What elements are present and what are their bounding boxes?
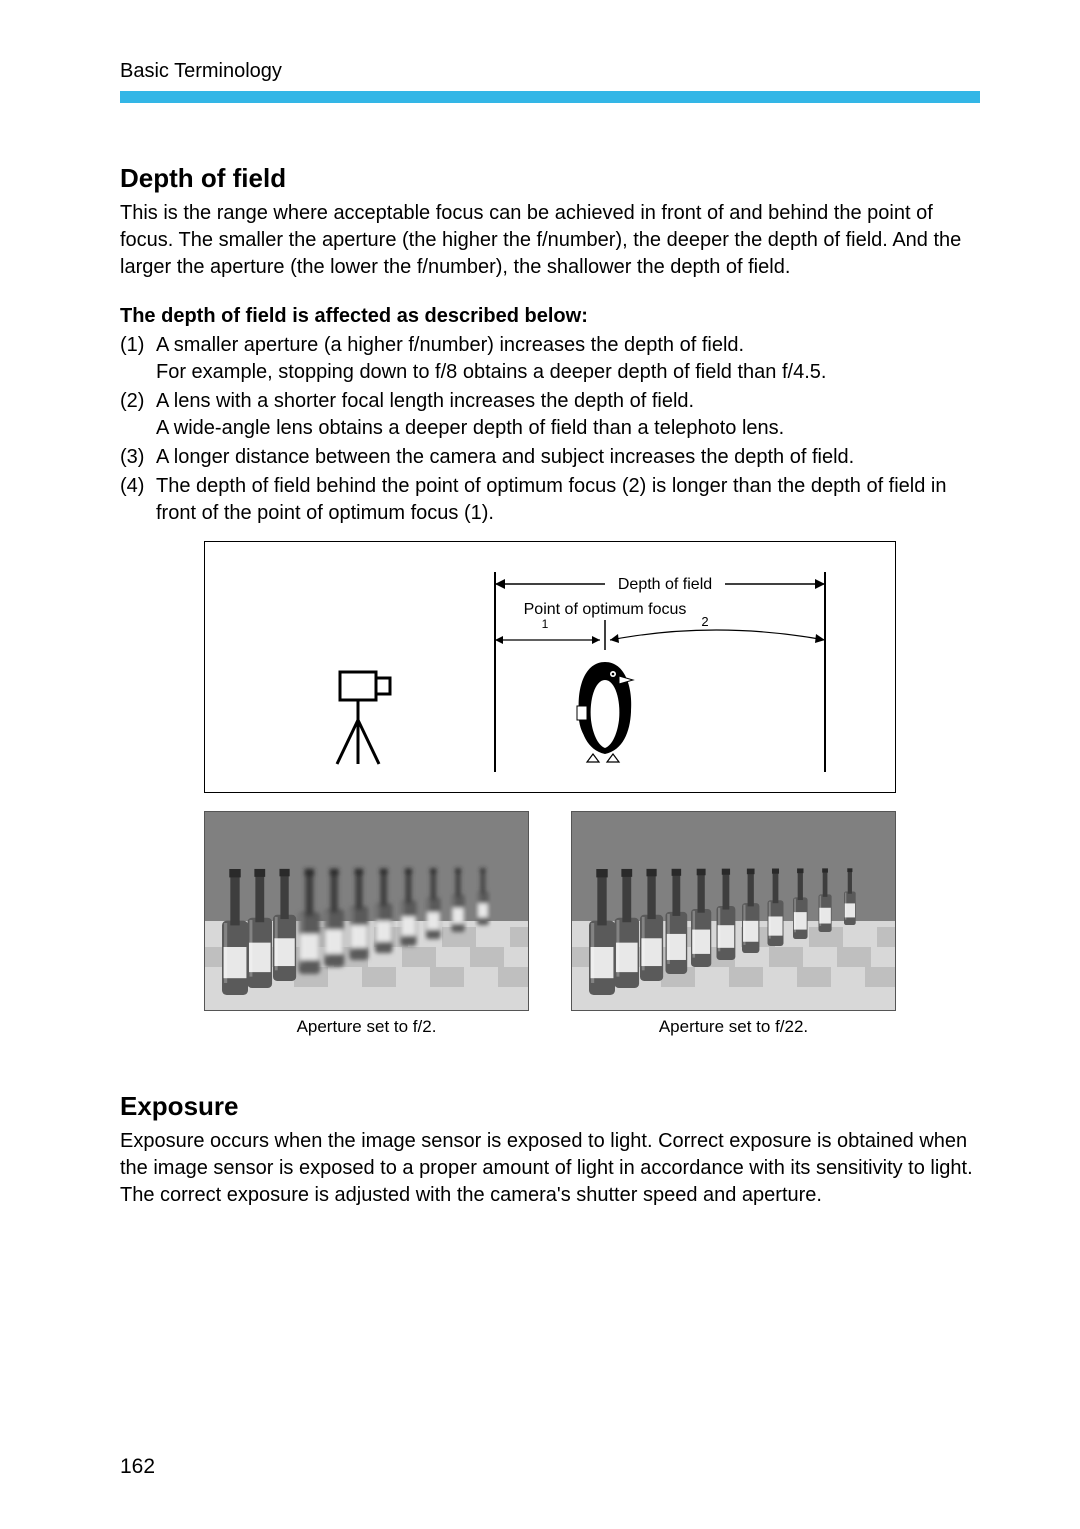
camera-icon: [337, 672, 390, 764]
photo-left-block: Aperture set to f/2.: [204, 811, 529, 1037]
dof-subheading: The depth of field is affected as descri…: [120, 305, 980, 328]
dof-diagram: Depth of field Point of optimum focus 1 …: [204, 541, 896, 793]
list-num: (3): [120, 444, 156, 471]
exposure-section: Exposure Exposure occurs when the image …: [120, 1091, 980, 1209]
photo-right-caption: Aperture set to f/22.: [571, 1017, 896, 1037]
section-heading-exposure: Exposure: [120, 1091, 980, 1122]
diagram-label-dof: Depth of field: [618, 576, 712, 593]
header-title: Basic Terminology: [120, 60, 980, 83]
list-text: A longer distance between the camera and…: [156, 444, 980, 471]
penguin-icon: [577, 662, 633, 762]
page-number: 162: [120, 1455, 155, 1479]
photo-left: [204, 811, 529, 1011]
list-item: (2) A lens with a shorter focal length i…: [120, 388, 980, 442]
list-text: The depth of field behind the point of o…: [156, 473, 980, 527]
list-item: (3) A longer distance between the camera…: [120, 444, 980, 471]
photo-right-block: Aperture set to f/22.: [571, 811, 896, 1037]
page: Basic Terminology Depth of field This is…: [0, 0, 1080, 1529]
photo-left-caption: Aperture set to f/2.: [204, 1017, 529, 1037]
list-num: (4): [120, 473, 156, 527]
diagram-label-one: 1: [542, 617, 549, 631]
dof-list: (1) A smaller aperture (a higher f/numbe…: [120, 332, 980, 527]
dof-intro-text: This is the range where acceptable focus…: [120, 200, 980, 281]
list-text: A lens with a shorter focal length incre…: [156, 388, 980, 442]
list-text: A smaller aperture (a higher f/number) i…: [156, 332, 980, 386]
diagram-label-focus: Point of optimum focus: [524, 601, 687, 618]
list-item: (4) The depth of field behind the point …: [120, 473, 980, 527]
list-num: (2): [120, 388, 156, 442]
list-item: (1) A smaller aperture (a higher f/numbe…: [120, 332, 980, 386]
exposure-text: Exposure occurs when the image sensor is…: [120, 1128, 980, 1209]
list-num: (1): [120, 332, 156, 386]
photo-examples-row: Aperture set to f/2. Aperture set to f/2…: [120, 811, 980, 1037]
dof-diagram-wrap: Depth of field Point of optimum focus 1 …: [120, 541, 980, 793]
diagram-label-two: 2: [701, 614, 708, 629]
photo-right: [571, 811, 896, 1011]
header-accent-bar: [120, 91, 980, 103]
section-heading-dof: Depth of field: [120, 163, 980, 194]
